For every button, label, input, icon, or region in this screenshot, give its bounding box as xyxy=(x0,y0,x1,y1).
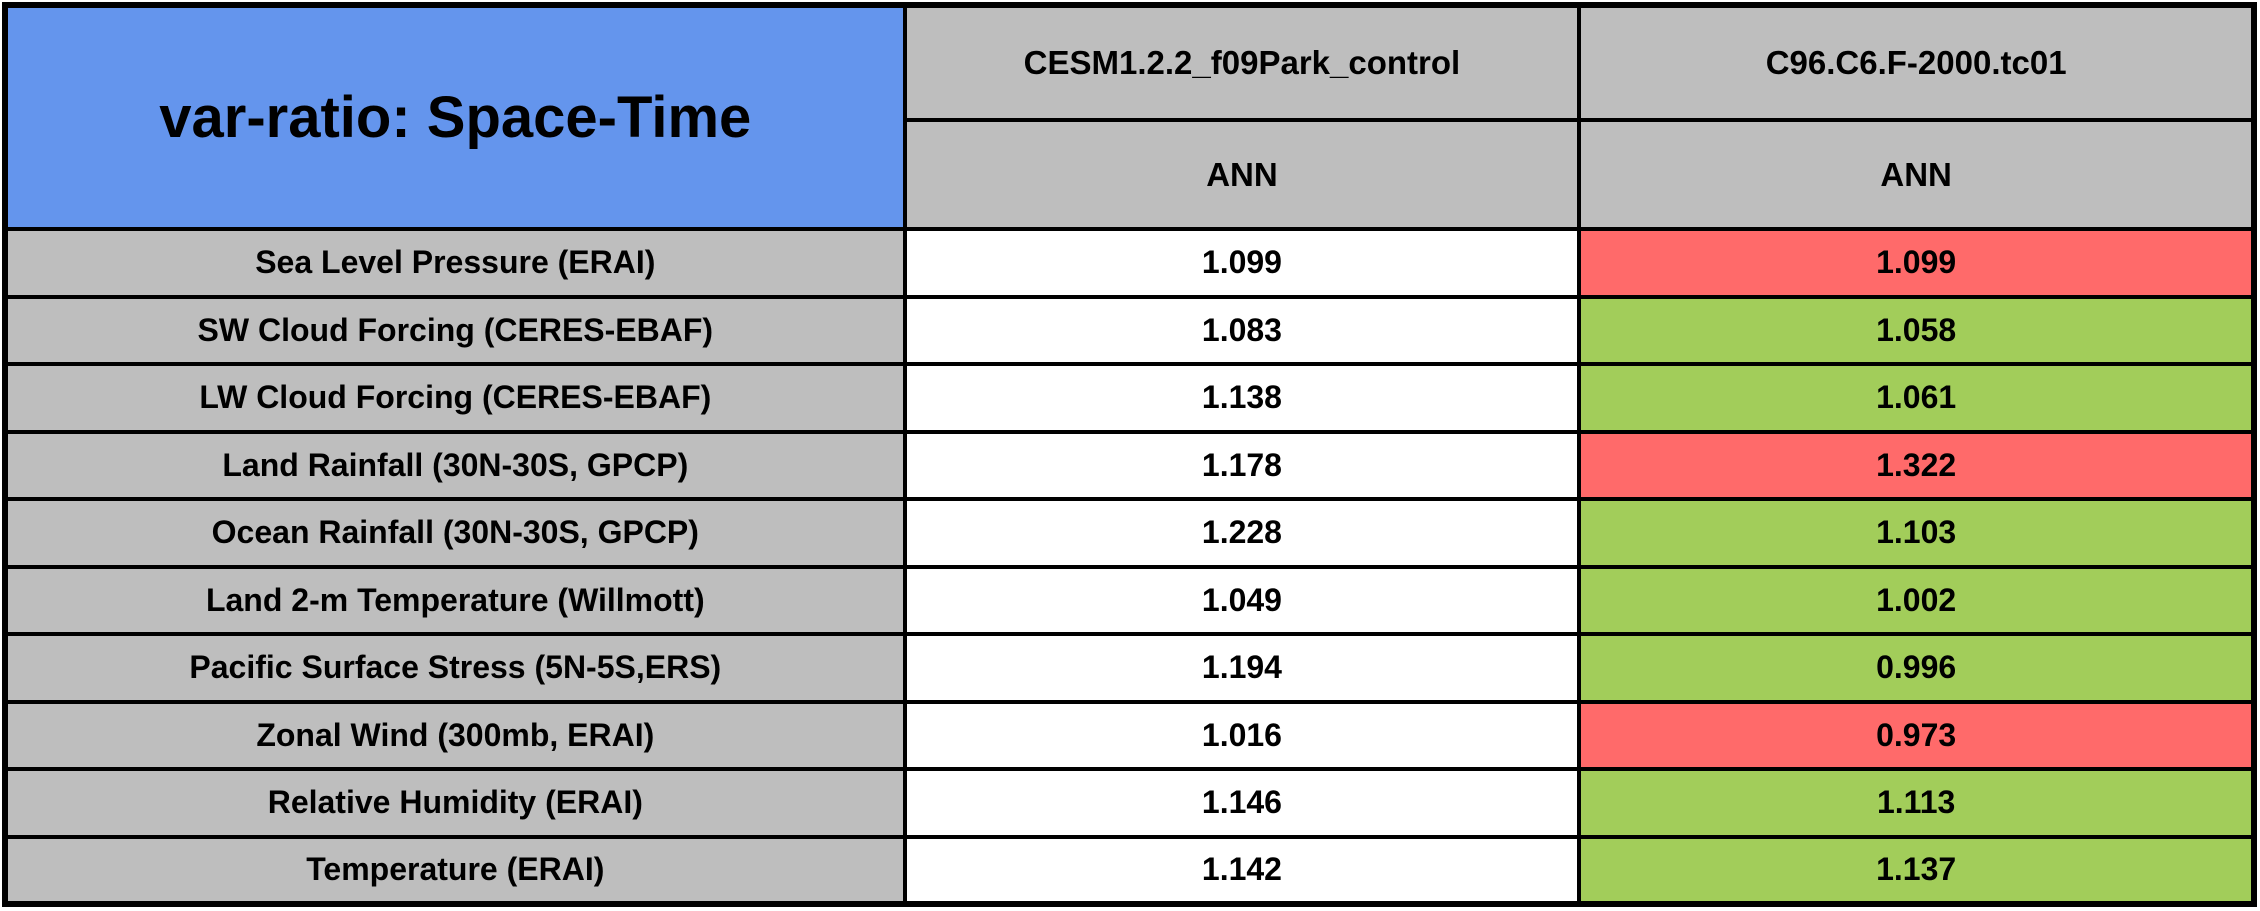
column-header-model-1: CESM1.2.2_f09Park_control xyxy=(902,3,1582,122)
row-label: Sea Level Pressure (ERAI) xyxy=(3,227,907,299)
table-body: Sea Level Pressure (ERAI) 1.099 1.099 SW Cl… xyxy=(3,227,2256,906)
table-row: LW Cloud Forcing (CERES-EBAF) 1.138 1.061 xyxy=(3,362,2256,434)
value-cell-model-1: 1.228 xyxy=(902,497,1582,569)
row-label: Land Rainfall (30N-30S, GPCP) xyxy=(3,429,907,501)
table-title: var-ratio: Space-Time xyxy=(3,3,907,231)
row-label: Pacific Surface Stress (5N-5S,ERS) xyxy=(3,632,907,704)
row-label: LW Cloud Forcing (CERES-EBAF) xyxy=(3,362,907,434)
column-header-model-2: C96.C6.F-2000.tc01 xyxy=(1577,3,2256,122)
table-row: Relative Humidity (ERAI) 1.146 1.113 xyxy=(3,767,2256,839)
value-cell-model-2: 0.973 xyxy=(1577,699,2256,771)
table-row: Ocean Rainfall (30N-30S, GPCP) 1.228 1.103 xyxy=(3,497,2256,569)
value-cell-model-2: 0.996 xyxy=(1577,632,2256,704)
table-row: SW Cloud Forcing (CERES-EBAF) 1.083 1.058 xyxy=(3,294,2256,366)
value-cell-model-2: 1.322 xyxy=(1577,429,2256,501)
value-cell-model-1: 1.049 xyxy=(902,564,1582,636)
table-row: Land 2-m Temperature (Willmott) 1.049 1.00… xyxy=(3,564,2256,636)
value-cell-model-2: 1.058 xyxy=(1577,294,2256,366)
value-cell-model-1: 1.016 xyxy=(902,699,1582,771)
value-cell-model-1: 1.142 xyxy=(902,834,1582,906)
row-label: Relative Humidity (ERAI) xyxy=(3,767,907,839)
value-cell-model-1: 1.083 xyxy=(902,294,1582,366)
value-cell-model-1: 1.194 xyxy=(902,632,1582,704)
table-row: Zonal Wind (300mb, ERAI) 1.016 0.973 xyxy=(3,699,2256,771)
value-cell-model-1: 1.099 xyxy=(902,227,1582,299)
value-cell-model-2: 1.099 xyxy=(1577,227,2256,299)
column-subheader-season-2: ANN xyxy=(1577,118,2256,231)
value-cell-model-2: 1.113 xyxy=(1577,767,2256,839)
value-cell-model-1: 1.178 xyxy=(902,429,1582,501)
row-label: Temperature (ERAI) xyxy=(3,834,907,906)
row-label: SW Cloud Forcing (CERES-EBAF) xyxy=(3,294,907,366)
value-cell-model-2: 1.002 xyxy=(1577,564,2256,636)
column-subheader-season-1: ANN xyxy=(902,118,1582,231)
row-label: Ocean Rainfall (30N-30S, GPCP) xyxy=(3,497,907,569)
value-cell-model-1: 1.138 xyxy=(902,362,1582,434)
row-label: Zonal Wind (300mb, ERAI) xyxy=(3,699,907,771)
table-row: Pacific Surface Stress (5N-5S,ERS) 1.194 0… xyxy=(3,632,2256,704)
value-cell-model-1: 1.146 xyxy=(902,767,1582,839)
table-row: Sea Level Pressure (ERAI) 1.099 1.099 xyxy=(3,227,2256,299)
table-row: Temperature (ERAI) 1.142 1.137 xyxy=(3,834,2256,906)
value-cell-model-2: 1.061 xyxy=(1577,362,2256,434)
value-cell-model-2: 1.137 xyxy=(1577,834,2256,906)
table-row: Land Rainfall (30N-30S, GPCP) 1.178 1.322 xyxy=(3,429,2256,501)
row-label: Land 2-m Temperature (Willmott) xyxy=(3,564,907,636)
value-cell-model-2: 1.103 xyxy=(1577,497,2256,569)
